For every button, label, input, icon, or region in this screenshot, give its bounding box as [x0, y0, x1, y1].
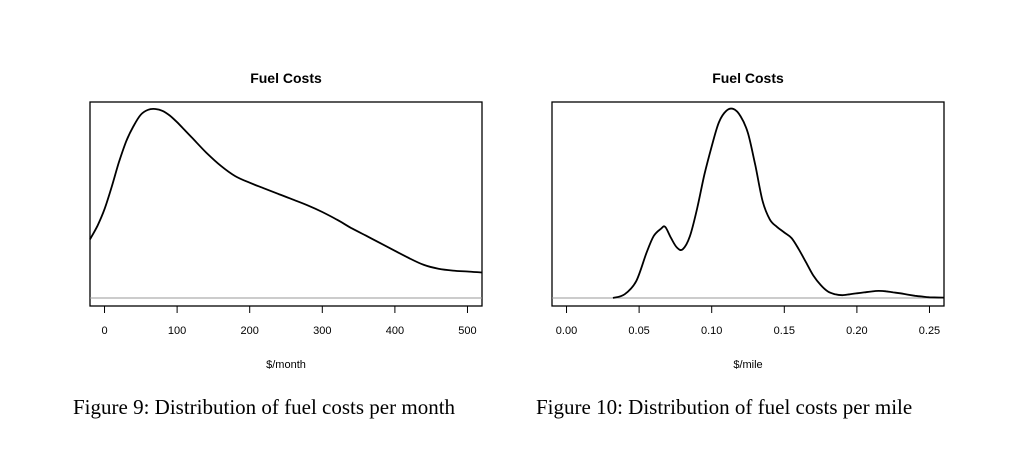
x-tick-label: 100	[168, 325, 186, 337]
figure-9-caption: Figure 9: Distribution of fuel costs per…	[73, 395, 456, 419]
x-tick-label: 0.15	[774, 325, 795, 337]
x-tick-label: 0.10	[701, 325, 722, 337]
fuel-costs-per-month-chart: Fuel Costs 0 100 200 300 400 500 $/month	[0, 0, 512, 390]
density-curve	[89, 108, 483, 274]
x-axis: 0 100 200 300 400 500	[101, 306, 477, 337]
x-tick-label: 0.00	[556, 325, 577, 337]
x-tick-label: 200	[241, 325, 259, 337]
plot-frame	[89, 101, 483, 307]
x-tick-label: 0.25	[919, 325, 940, 337]
fuel-costs-per-mile-chart: Fuel Costs 0.00 0.05 0.10 0.15 0.20 0.25 $/mi…	[551, 70, 945, 371]
x-axis-label: $/mile	[733, 359, 762, 371]
fuel-costs-per-month-plot: Fuel Costs 0 100 200 300 400 500 $/month	[89, 70, 483, 371]
x-tick-label: 0.20	[846, 325, 867, 337]
x-axis: 0.00 0.05 0.10 0.15 0.20 0.25	[556, 306, 940, 337]
x-tick-label: 500	[458, 325, 476, 337]
x-axis-label: $/month	[266, 359, 306, 371]
fuel-costs-per-mile-plot: Fuel Costs 0.00 0.05 0.10 0.15 0.20 0.25 $/mi…	[551, 70, 945, 371]
x-tick-label: 0.05	[628, 325, 649, 337]
x-tick-label: 300	[313, 325, 331, 337]
plot-frame	[551, 101, 945, 307]
density-curve	[612, 107, 945, 299]
x-tick-label: 400	[386, 325, 404, 337]
chart-title: Fuel Costs	[712, 70, 784, 86]
chart-title: Fuel Costs	[250, 70, 322, 86]
x-tick-label: 0	[101, 325, 107, 337]
figure-10-caption: Figure 10: Distribution of fuel costs pe…	[536, 395, 913, 419]
